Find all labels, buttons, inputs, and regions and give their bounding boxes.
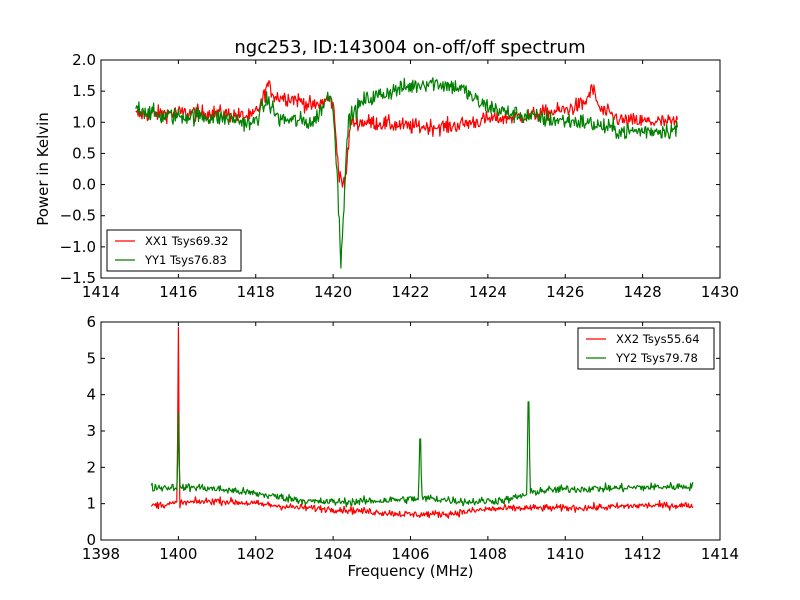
legend-label: YY2 Tsys79.78 xyxy=(615,351,698,365)
legend-label: XX1 Tsys69.32 xyxy=(145,234,229,248)
bottom-plot-axes: 1398 1400 1402 1404 1406 1408 1410 1412 1414 0 1 2 3… xyxy=(82,313,739,580)
y-tick-label: 6 xyxy=(86,313,96,331)
x-tick-label: 1404 xyxy=(314,545,352,563)
y-tick-label: 0.0 xyxy=(72,176,96,194)
y-axis-label: Power in Kelvin xyxy=(34,112,52,226)
x-tick-label: 1412 xyxy=(624,545,662,563)
y-tick-label: 2.0 xyxy=(72,51,96,69)
x-tick-label: 1424 xyxy=(469,283,507,301)
series-line-yy1 xyxy=(135,77,678,269)
y-tick-label: −1.5 xyxy=(60,269,96,287)
x-tick-label: 1420 xyxy=(314,283,352,301)
legend-label: YY1 Tsys76.83 xyxy=(144,253,227,267)
y-tick-label: −0.5 xyxy=(60,207,96,225)
x-tick-label: 1416 xyxy=(159,283,197,301)
x-tick-label: 1414 xyxy=(701,545,739,563)
y-tick-label: 1 xyxy=(86,495,96,513)
chart-title: ngc253, ID:143004 on-off/off spectrum xyxy=(234,37,585,58)
top-plot-axes: 1414 1416 1418 1420 1422 1424 1426 1428 1430 −1.5… xyxy=(34,51,739,301)
x-axis-label: Frequency (MHz) xyxy=(347,562,473,580)
legend-label: XX2 Tsys55.64 xyxy=(616,332,700,346)
y-tick-label: 0.5 xyxy=(72,144,96,162)
y-tick-label: 1.0 xyxy=(72,113,96,131)
legend: XX1 Tsys69.32 YY1 Tsys76.83 xyxy=(106,229,242,272)
series-line-yy2 xyxy=(150,401,694,508)
x-tick-label: 1408 xyxy=(469,545,507,563)
x-tick-label: 1402 xyxy=(237,545,275,563)
x-tick-label: 1430 xyxy=(701,283,739,301)
legend-box xyxy=(577,327,715,370)
y-tick-label: 2 xyxy=(86,458,96,476)
y-tick-label: 5 xyxy=(86,349,96,367)
x-tick-label: 1428 xyxy=(624,283,662,301)
y-tick-label: 4 xyxy=(86,386,96,404)
x-tick-label: 1418 xyxy=(237,283,275,301)
legend: XX2 Tsys55.64 YY2 Tsys79.78 xyxy=(577,327,715,370)
x-tick-label: 1410 xyxy=(546,545,584,563)
plot-area xyxy=(135,77,678,269)
series-line-xx1 xyxy=(135,80,678,189)
x-tick-label: 1400 xyxy=(159,545,197,563)
y-tick-label: −1.0 xyxy=(60,238,96,256)
y-tick-label: 1.5 xyxy=(72,82,96,100)
legend-box xyxy=(106,229,242,272)
x-tick-label: 1398 xyxy=(82,545,120,563)
y-tick-label: 0 xyxy=(86,531,96,549)
x-tick-label: 1422 xyxy=(391,283,429,301)
y-tick-label: 3 xyxy=(86,422,96,440)
series-line-xx2 xyxy=(150,326,694,519)
x-tick-label: 1426 xyxy=(546,283,584,301)
x-tick-label: 1406 xyxy=(391,545,429,563)
plot-area xyxy=(150,326,694,519)
x-tick-label: 1414 xyxy=(82,283,120,301)
